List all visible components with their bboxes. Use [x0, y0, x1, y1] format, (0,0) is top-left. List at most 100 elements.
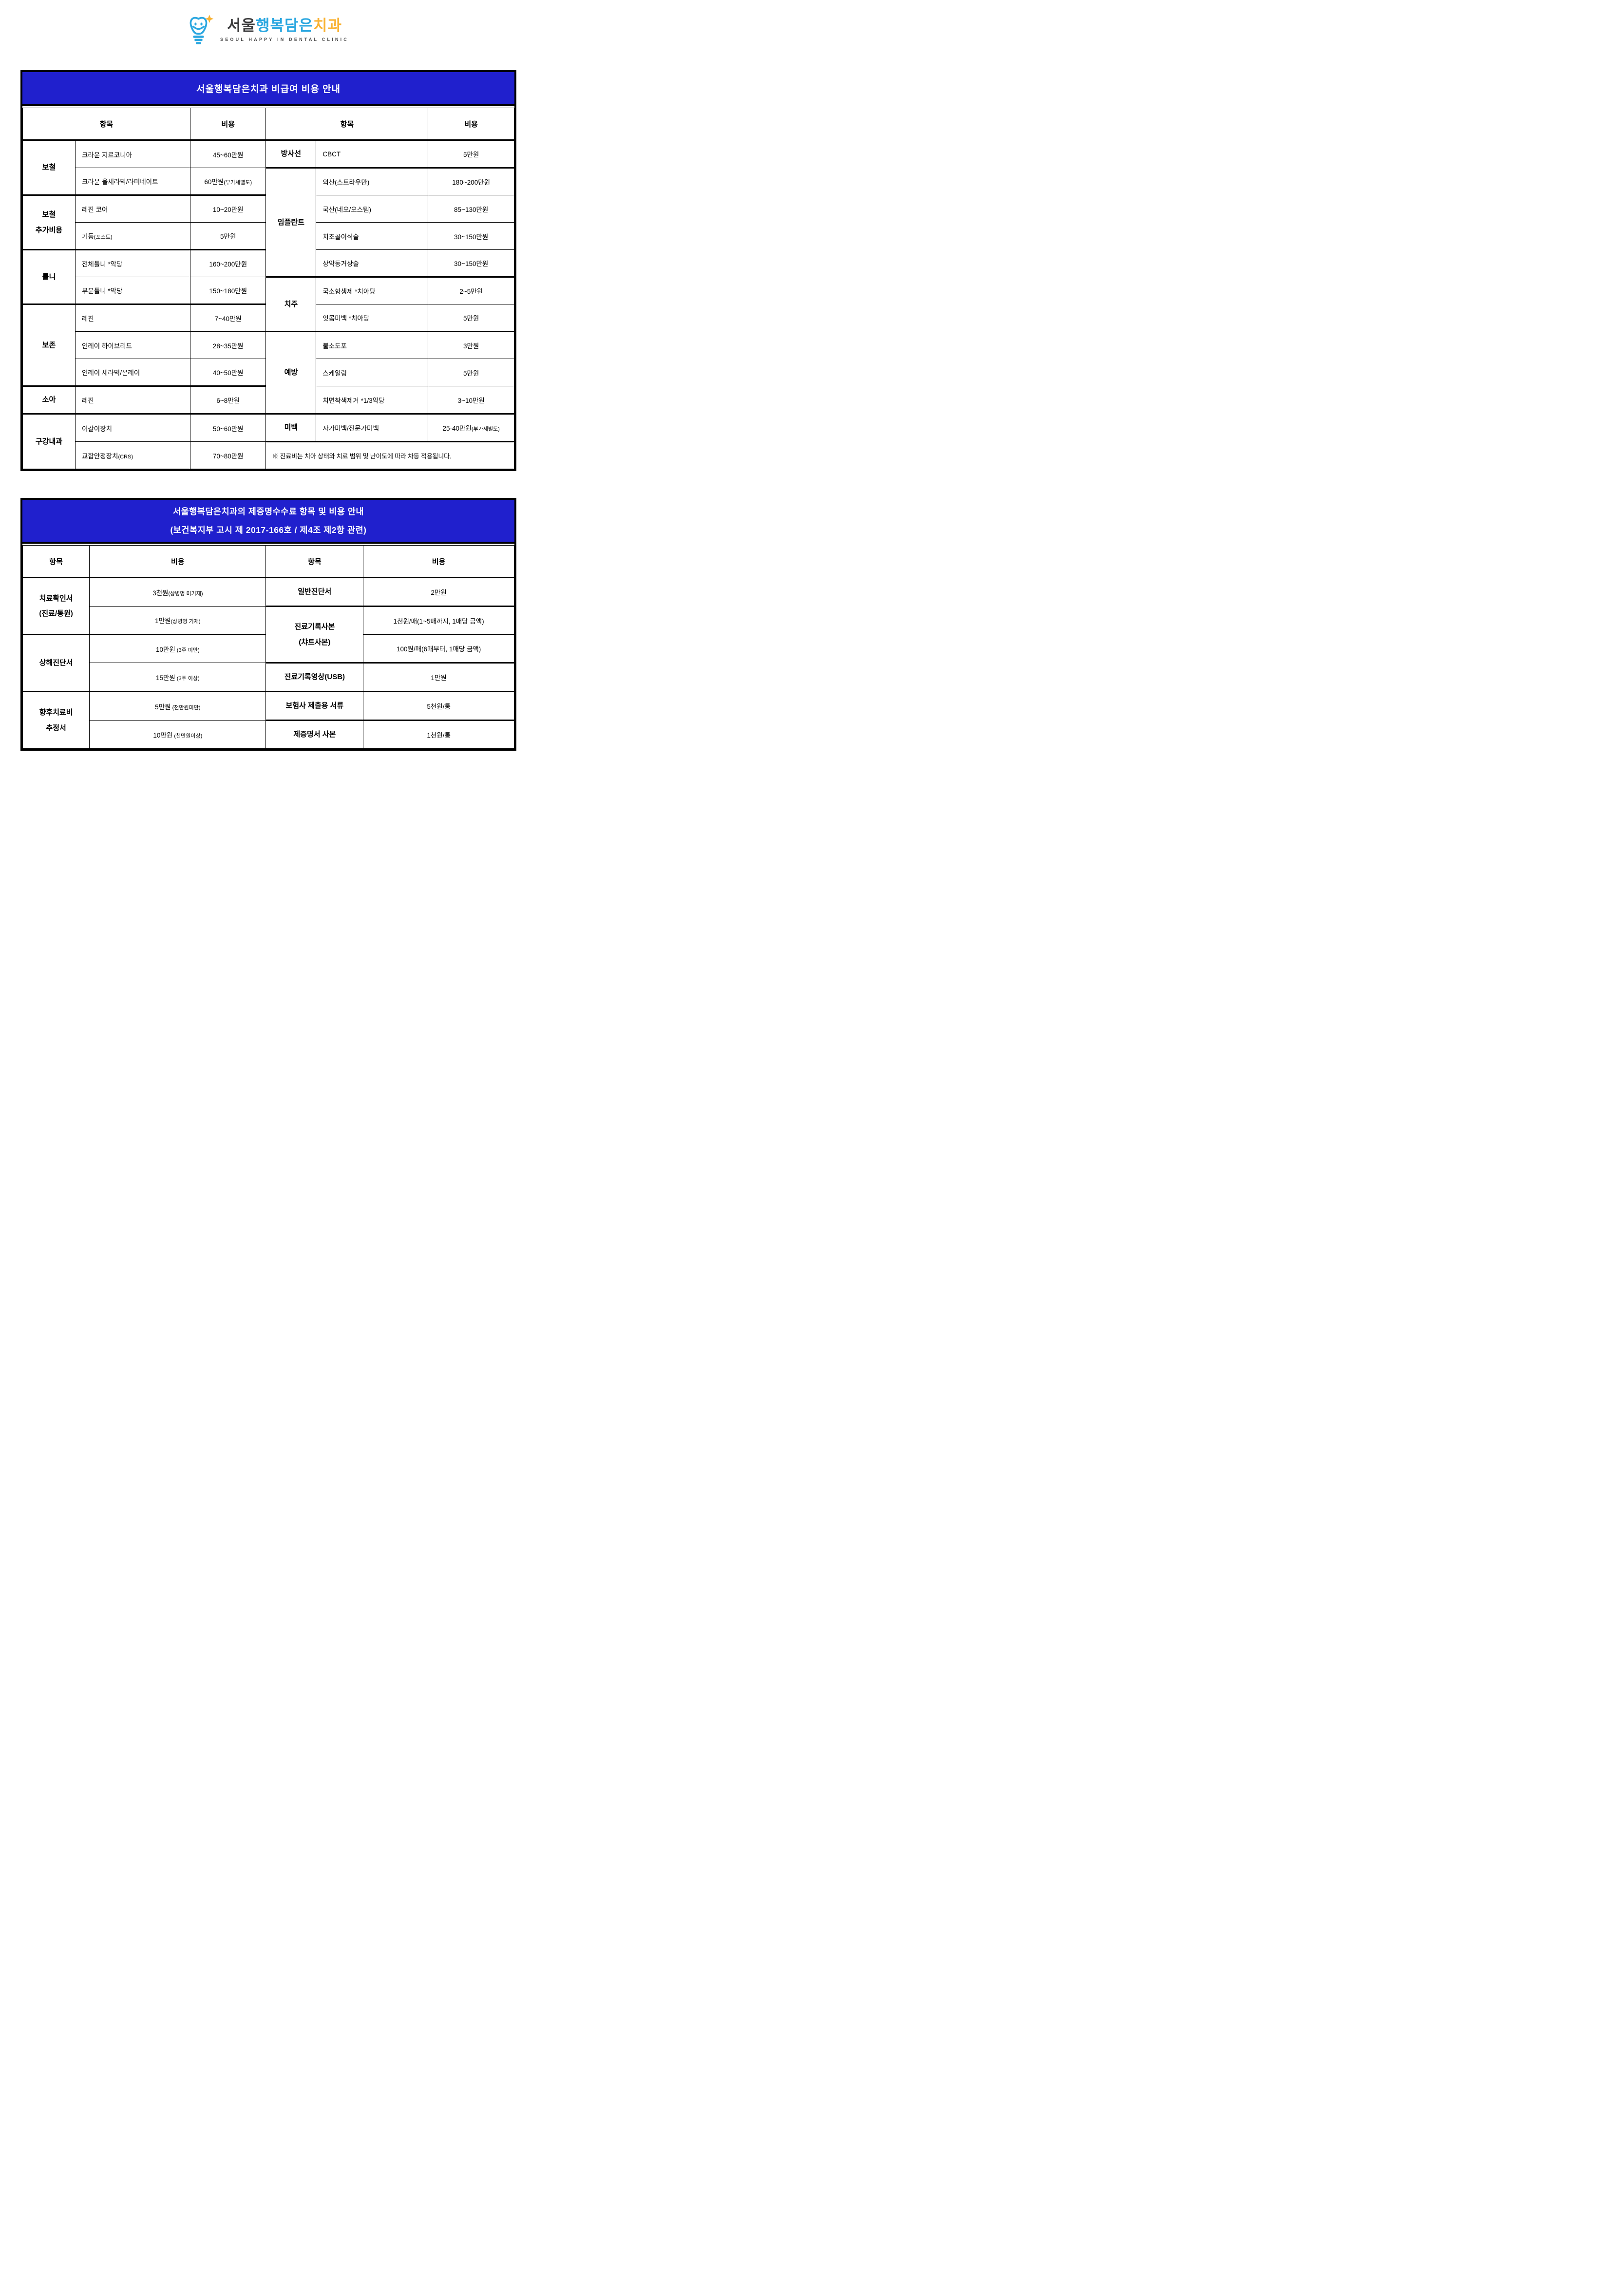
cost-cell: 28~35만원: [190, 331, 266, 359]
cost-cell: 150~180만원: [190, 277, 266, 304]
table-row: 1만원(상병명 기재) 진료기록사본 (챠트사본) 1천원/매(1~5매까지, …: [23, 606, 514, 663]
clinic-name: 서울행복담은치과: [227, 18, 342, 34]
cost-cell: 5만원: [190, 222, 266, 250]
cost-cell: 5만원: [428, 304, 514, 332]
category-cell: 틀니: [22, 249, 76, 304]
noncovered-cost-table: 서울행복담은치과 비급여 비용 안내 항목 비용 항목 비용 보철 크라운 지르…: [20, 70, 516, 471]
table-row: 15만원 (3주 이상) 진료기록영상(USB) 1만원: [23, 662, 514, 692]
header-cost-right: 비용: [363, 545, 514, 578]
cost-cell: 5만원 (천만원미만): [89, 691, 266, 721]
cost-cell: 10만원 (3주 미만): [89, 634, 266, 663]
certificate-title-line2: (보건복지부 고시 제 2017-166호 / 제4조 제2항 관련): [170, 525, 367, 535]
category-cell: 일반진단서: [265, 577, 364, 607]
cost-cell: 40~50만원: [190, 359, 266, 386]
cost-cell: 3천원(상병명 미기재): [89, 577, 266, 607]
header-row: 항목 비용 항목 비용: [22, 545, 514, 578]
category-cell: 치료확인서 (진료/통원): [22, 577, 90, 635]
category-cell: 구강내과: [22, 413, 76, 469]
category-cell: 제증명서 사본: [265, 720, 364, 749]
cost-cell: 6~8만원: [190, 385, 266, 414]
clinic-subtitle: SEOUL HAPPY IN DENTAL CLINIC: [220, 37, 349, 42]
item-cell: 치조골이식술: [316, 222, 429, 250]
category-cell: 보존: [22, 304, 76, 386]
clinic-name-happy: 행복담은: [255, 17, 314, 35]
clinic-name-clinic: 치과: [313, 17, 342, 35]
category-cell: 보철 추가비용: [22, 194, 76, 250]
item-cell: 기둥(포스트): [75, 222, 191, 250]
header-cost-right: 비용: [428, 108, 514, 141]
table-row: 구강내과 이갈이장치 50~60만원 미백 자가미백/전문가미백 25-40만원…: [22, 413, 514, 469]
cost-cell: 2만원: [363, 577, 514, 607]
category-cell: 보험사 제출용 서류: [265, 691, 364, 721]
table-row: 상해진단서 10만원 (3주 미만) 100원/매(6매부터, 1매당 금액): [22, 634, 514, 692]
category-cell: 보철: [22, 140, 76, 195]
table-row: 보철 크라운 지르코니아 45~60만원 방사선 CBCT 5만원: [22, 140, 514, 195]
category-cell: 예방: [265, 331, 317, 414]
category-cell: 치주: [265, 276, 317, 332]
category-cell: 진료기록영상(USB): [265, 662, 364, 692]
cost-cell: 3만원: [428, 331, 514, 359]
cost-cell: 60만원(부가세별도): [190, 168, 266, 195]
table-row: 인레이 세라믹/온레이 40~50만원 스케일링 5만원: [23, 359, 514, 386]
header-row: 항목 비용 항목 비용: [22, 108, 514, 141]
cost-cell: 50~60만원: [190, 413, 266, 442]
cost-cell: 30~150만원: [428, 222, 514, 250]
table-row: 10만원 (천만원이상) 제증명서 사본 1천원/통: [23, 720, 514, 749]
cost-cell: 30~150만원: [428, 249, 514, 277]
cost-cell: 1천원/매(1~5매까지, 1매당 금액): [363, 606, 514, 635]
category-cell: 방사선: [265, 140, 317, 168]
cost-cell: 1만원: [363, 662, 514, 692]
table-row: 틀니 전체틀니 *악당 160~200만원 상악동거상술 30~150만원: [22, 249, 514, 304]
cost-cell: 160~200만원: [190, 249, 266, 277]
certificate-title-line1: 서울행복담은치과의 제증명수수료 항목 및 비용 안내: [172, 506, 364, 516]
header-item-right: 항목: [265, 108, 429, 141]
noncovered-table-title: 서울행복담은치과 비급여 비용 안내: [22, 72, 514, 106]
tooth-implant-icon: [188, 13, 215, 47]
item-cell: 스케일링: [316, 359, 429, 386]
cost-cell: 85~130만원: [428, 195, 514, 223]
table-row: 교합안정장치(CRS) 70~80만원 ※ 진료비는 치아 상태와 치료 범위 …: [23, 441, 514, 469]
cost-cell: 100원/매(6매부터, 1매당 금액): [363, 634, 514, 663]
cost-cell: 7~40만원: [190, 304, 266, 332]
table-row: 인레이 하이브리드 28~35만원 예방 불소도포 3만원: [23, 331, 514, 414]
item-cell: 치면착색제거 *1/3악당: [316, 386, 429, 414]
category-cell: 소아: [22, 385, 76, 414]
category-cell: 향후치료비 추정서: [22, 691, 90, 749]
cost-cell: 180~200만원: [428, 167, 514, 195]
item-cell: 외산(스트라우만): [316, 167, 429, 195]
item-cell: 인레이 하이브리드: [75, 331, 191, 359]
cost-cell: 70~80만원: [190, 441, 266, 469]
table-row: 부분틀니 *악당 150~180만원 치주 국소항생제 *치아당 2~5만원: [23, 276, 514, 332]
item-cell: 인레이 세라믹/온레이: [75, 359, 191, 386]
table-row: 보철 추가비용 레진 코어 10~20만원 국산(네오/오스템) 85~130만…: [22, 194, 514, 250]
header-cost-left: 비용: [190, 108, 266, 141]
cost-cell: 1천원/통: [363, 720, 514, 749]
category-cell: 상해진단서: [22, 634, 90, 692]
clinic-name-block: 서울행복담은치과 SEOUL HAPPY IN DENTAL CLINIC: [220, 18, 349, 42]
cost-cell: 15만원 (3주 이상): [89, 663, 266, 692]
item-cell: 레진: [75, 304, 191, 332]
header-item-left: 항목: [22, 108, 191, 141]
item-cell: 전체틀니 *악당: [75, 249, 191, 277]
table-row: 치료확인서 (진료/통원) 3천원(상병명 미기재) 일반진단서 2만원: [22, 577, 514, 635]
item-cell: CBCT: [316, 140, 429, 168]
cost-cell: 1만원(상병명 기재): [89, 606, 266, 635]
item-cell: 자가미백/전문가미백: [316, 413, 429, 442]
item-cell: 크라운 지르코니아: [75, 140, 191, 168]
cost-cell: 45~60만원: [190, 140, 266, 168]
category-cell: 미백: [265, 413, 317, 442]
item-cell: 크라운 올세라믹/라미네이트: [75, 168, 191, 195]
item-cell: 상악동거상술: [316, 249, 429, 277]
header-cost-left: 비용: [89, 545, 266, 578]
clinic-logo: 서울행복담은치과 SEOUL HAPPY IN DENTAL CLINIC: [0, 0, 537, 51]
item-cell: 레진: [75, 385, 191, 414]
document-page: 서울행복담은치과 SEOUL HAPPY IN DENTAL CLINIC 서울…: [0, 0, 537, 765]
item-cell: 레진 코어: [75, 194, 191, 223]
item-cell: 불소도포: [316, 331, 429, 359]
certificate-table-title: 서울행복담은치과의 제증명수수료 항목 및 비용 안내 (보건복지부 고시 제 …: [22, 500, 514, 544]
footnote-cell: ※ 진료비는 치아 상태와 치료 범위 및 난이도에 따라 차등 적용됩니다.: [265, 441, 514, 469]
certificate-fee-table: 서울행복담은치과의 제증명수수료 항목 및 비용 안내 (보건복지부 고시 제 …: [20, 498, 516, 751]
table-row: 크라운 올세라믹/라미네이트 60만원(부가세별도) 임플란트 외산(스트라우만…: [23, 167, 514, 277]
cost-cell: 3~10만원: [428, 386, 514, 414]
item-cell: 교합안정장치(CRS): [75, 441, 191, 469]
